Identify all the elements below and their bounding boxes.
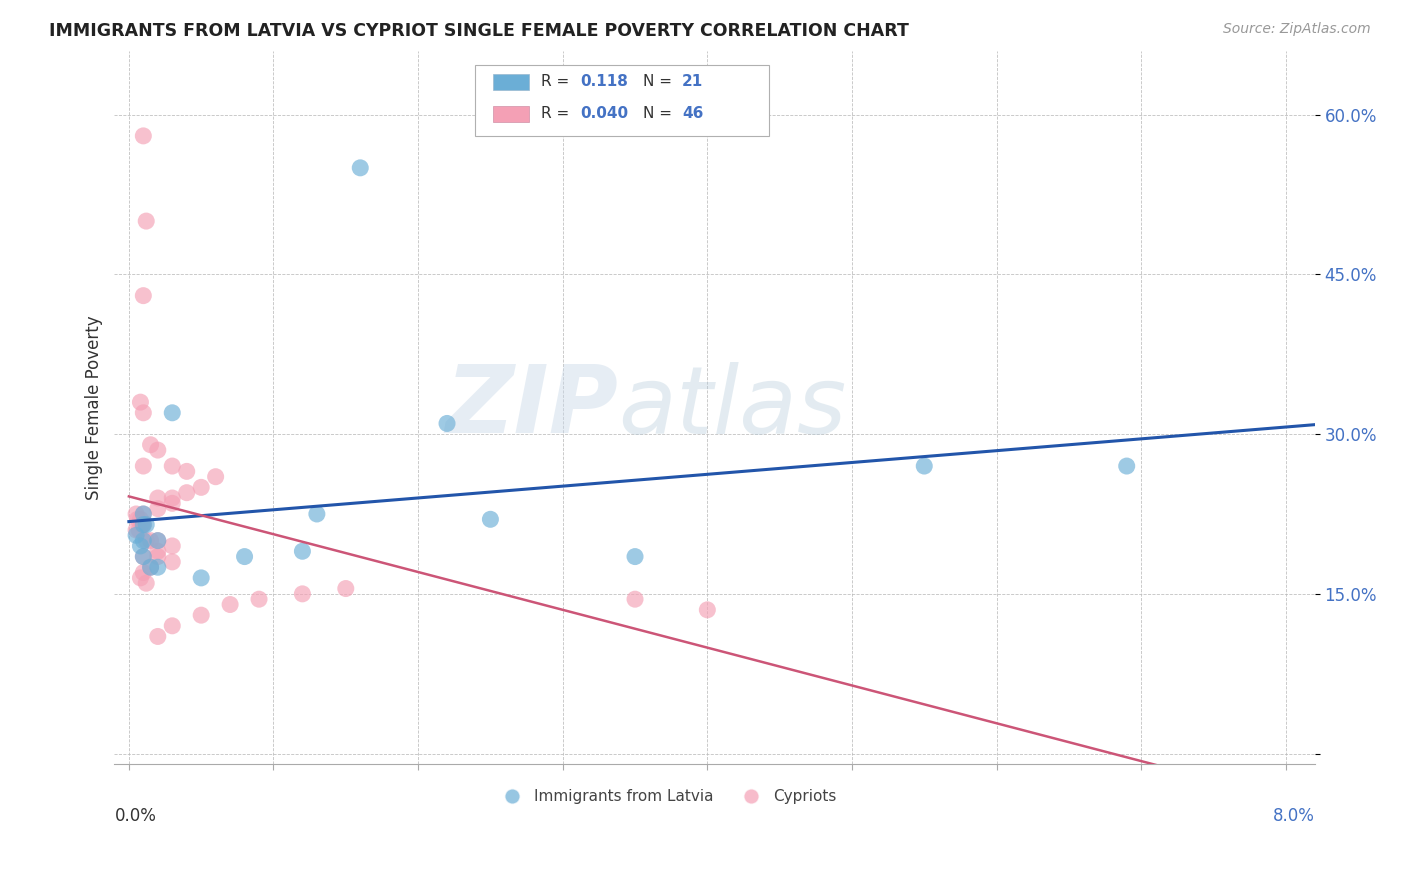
Point xyxy=(204,469,226,483)
Point xyxy=(125,528,148,542)
Text: Source: ZipAtlas.com: Source: ZipAtlas.com xyxy=(1223,22,1371,37)
Point xyxy=(128,523,150,537)
Point xyxy=(139,533,162,548)
Y-axis label: Single Female Poverty: Single Female Poverty xyxy=(86,315,103,500)
Point xyxy=(190,571,212,585)
Point xyxy=(132,549,155,564)
Point xyxy=(912,458,935,473)
FancyBboxPatch shape xyxy=(492,106,529,122)
Point xyxy=(129,512,152,526)
Point xyxy=(132,458,155,473)
Point xyxy=(139,438,162,452)
Point xyxy=(132,128,155,143)
Point xyxy=(132,517,155,532)
Point xyxy=(125,523,148,537)
Point xyxy=(436,417,458,431)
Point xyxy=(129,539,152,553)
Point xyxy=(176,485,198,500)
Point xyxy=(146,533,169,548)
Point xyxy=(176,464,198,478)
Point xyxy=(335,582,357,596)
Point xyxy=(146,501,169,516)
Point xyxy=(624,549,647,564)
Point xyxy=(132,288,155,302)
Point xyxy=(146,533,169,548)
Point xyxy=(305,507,328,521)
Point xyxy=(125,507,148,521)
Point xyxy=(132,549,155,564)
Point xyxy=(132,507,155,521)
Text: IMMIGRANTS FROM LATVIA VS CYPRIOT SINGLE FEMALE POVERTY CORRELATION CHART: IMMIGRANTS FROM LATVIA VS CYPRIOT SINGLE… xyxy=(49,22,910,40)
Point xyxy=(291,587,314,601)
Text: 0.118: 0.118 xyxy=(581,74,628,89)
Point xyxy=(190,608,212,623)
Point xyxy=(696,603,718,617)
Text: 21: 21 xyxy=(682,74,703,89)
Point xyxy=(132,406,155,420)
Point xyxy=(162,406,184,420)
Point xyxy=(1115,458,1137,473)
Text: 0.0%: 0.0% xyxy=(114,807,156,825)
Point xyxy=(129,571,152,585)
Point xyxy=(146,560,169,574)
Legend: Immigrants from Latvia, Cypriots: Immigrants from Latvia, Cypriots xyxy=(491,783,842,810)
Point xyxy=(146,491,169,505)
Point xyxy=(219,598,242,612)
Text: ZIP: ZIP xyxy=(446,361,619,453)
Point xyxy=(139,560,162,574)
Text: R =: R = xyxy=(540,74,574,89)
Point xyxy=(162,496,184,510)
Text: N =: N = xyxy=(643,106,676,121)
Text: R =: R = xyxy=(540,106,574,121)
Point xyxy=(247,592,270,607)
Point xyxy=(162,539,184,553)
FancyBboxPatch shape xyxy=(474,65,769,136)
Point xyxy=(135,533,157,548)
Text: 8.0%: 8.0% xyxy=(1272,807,1315,825)
Point xyxy=(190,480,212,494)
Point xyxy=(162,458,184,473)
Point xyxy=(233,549,256,564)
FancyBboxPatch shape xyxy=(492,74,529,90)
Point xyxy=(162,619,184,633)
Text: 46: 46 xyxy=(682,106,703,121)
Point xyxy=(132,566,155,580)
Point xyxy=(135,517,157,532)
Point xyxy=(146,630,169,644)
Point xyxy=(162,491,184,505)
Text: N =: N = xyxy=(643,74,676,89)
Point xyxy=(131,517,153,532)
Point xyxy=(162,555,184,569)
Point xyxy=(291,544,314,558)
Text: atlas: atlas xyxy=(619,362,846,453)
Text: 0.040: 0.040 xyxy=(581,106,628,121)
Point xyxy=(349,161,371,175)
Point xyxy=(624,592,647,607)
Point xyxy=(132,533,155,548)
Point xyxy=(135,214,157,228)
Point xyxy=(146,443,169,458)
Point xyxy=(135,576,157,591)
Point xyxy=(479,512,502,526)
Point xyxy=(139,560,162,574)
Point xyxy=(146,544,169,558)
Point xyxy=(127,512,149,526)
Point xyxy=(132,507,155,521)
Point xyxy=(129,395,152,409)
Point xyxy=(146,549,169,564)
Point xyxy=(132,517,155,532)
